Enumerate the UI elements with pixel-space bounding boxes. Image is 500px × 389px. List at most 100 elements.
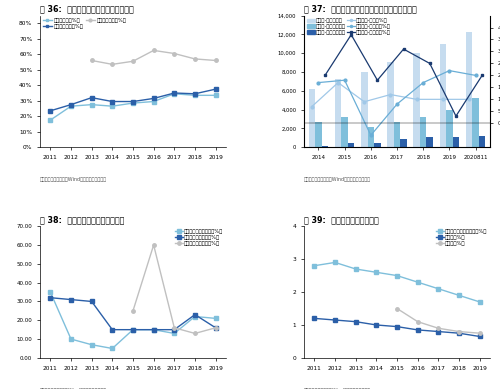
Bar <box>368 126 374 147</box>
绝味食品总资产周转率（%） <box>476 300 482 304</box>
Text: 图 37:  绝味展店平稳、煌上煌加速、周黑鸭重启: 图 37: 绝味展店平稳、煌上煌加速、周黑鸭重启 <box>304 4 417 13</box>
Line: 煌上煌（%）: 煌上煌（%） <box>312 317 482 338</box>
绝味食品总资产周转率（%） <box>374 270 380 275</box>
绝味毛利率（%） <box>172 91 177 96</box>
绝味毛利率（%） <box>150 99 156 104</box>
Bar <box>394 122 400 147</box>
门店增速-周黑鸭（%） <box>453 114 459 118</box>
周黑鸭资产负债率（%） <box>172 326 177 330</box>
绝味食品资产负债率（%） <box>212 316 218 321</box>
Bar <box>342 117 348 147</box>
煌上煌（%） <box>352 319 358 324</box>
门店增速-煌上煌（%） <box>368 133 374 138</box>
Bar <box>452 137 459 147</box>
Bar <box>426 137 433 147</box>
绝味食品资产负债率（%） <box>192 314 198 319</box>
Bar <box>466 33 472 147</box>
煌上煌资产负债率（%） <box>212 326 218 330</box>
门店增速-煌上煌（%） <box>342 78 347 82</box>
周黑鸭资产负债率（%） <box>150 243 156 247</box>
门店增速-周黑鸭（%） <box>374 78 380 82</box>
绝味食品总资产周转率（%） <box>394 273 400 278</box>
绝味毛利率（%） <box>88 102 94 107</box>
Line: 周黑鸭资产负债率（%）: 周黑鸭资产负债率（%） <box>131 243 218 335</box>
煌上煌资产负债率（%） <box>192 312 198 317</box>
Text: 数据来源：公司公告，Wind，国泰君安证券研究: 数据来源：公司公告，Wind，国泰君安证券研究 <box>304 177 371 182</box>
门店增速-绝味（%） <box>466 97 472 102</box>
煌上煌资产负债率（%） <box>68 297 74 302</box>
绝味食品总资产周转率（%） <box>456 293 462 298</box>
Text: 图 39:  绝味的资产周转率更高: 图 39: 绝味的资产周转率更高 <box>304 215 379 224</box>
绝味食品资产负债率（%） <box>150 327 156 332</box>
门店增速-绝味（%） <box>309 104 315 109</box>
绝味毛利率（%） <box>192 93 198 98</box>
Bar <box>472 98 479 147</box>
周黑鸭毛利率（%） <box>150 48 156 53</box>
煌上煌毛利率（%） <box>88 95 94 100</box>
煌上煌毛利率（%） <box>172 91 177 95</box>
Legend: 绝味食品总资产周转率（%）, 煌上煌（%）, 煌上煌（%）: 绝味食品总资产周转率（%）, 煌上煌（%）, 煌上煌（%） <box>436 229 488 246</box>
绝味食品总资产周转率（%） <box>312 263 318 268</box>
Line: 门店增速-绝味（%）: 门店增速-绝味（%） <box>310 81 470 108</box>
煌上煌（%） <box>476 331 482 336</box>
绝味毛利率（%） <box>110 104 116 109</box>
煌上煌毛利率（%） <box>110 99 116 104</box>
煌上煌（%） <box>436 326 442 331</box>
煌上煌（%） <box>394 306 400 311</box>
Line: 门店增速-煌上煌（%）: 门店增速-煌上煌（%） <box>317 69 477 137</box>
Bar <box>479 136 486 147</box>
绝味毛利率（%） <box>48 118 54 123</box>
门店增速-煌上煌（%） <box>316 80 322 85</box>
门店增速-周黑鸭（%） <box>479 73 485 78</box>
周黑鸭毛利率（%） <box>172 51 177 56</box>
Bar <box>420 117 426 147</box>
煌上煌资产负债率（%） <box>172 327 177 332</box>
煌上煌毛利率（%） <box>212 87 218 91</box>
煌上煌（%） <box>374 322 380 327</box>
Text: 数据来源：公司公告，Wind，国泰君安证券研究: 数据来源：公司公告，Wind，国泰君安证券研究 <box>40 177 107 182</box>
门店增速-周黑鸭（%） <box>348 32 354 37</box>
煌上煌（%） <box>436 329 442 334</box>
绝味毛利率（%） <box>130 101 136 105</box>
门店增速-煌上煌（%） <box>394 102 400 107</box>
门店增速-煌上煌（%） <box>420 80 426 85</box>
周黑鸭资产负债率（%） <box>130 308 136 313</box>
煌上煌（%） <box>414 319 420 324</box>
Text: 数据来源：公司公告，Wind，国泰君安证券研究: 数据来源：公司公告，Wind，国泰君安证券研究 <box>40 388 107 389</box>
Line: 周黑鸭毛利率（%）: 周黑鸭毛利率（%） <box>90 49 218 66</box>
煌上煌资产负债率（%） <box>110 327 116 332</box>
周黑鸭毛利率（%） <box>110 62 116 67</box>
煌上煌资产负债率（%） <box>130 327 136 332</box>
煌上煌毛利率（%） <box>150 96 156 101</box>
门店增速-周黑鸭（%） <box>427 61 433 66</box>
Bar <box>308 89 315 147</box>
煌上煌毛利率（%） <box>130 99 136 104</box>
周黑鸭资产负债率（%） <box>192 331 198 336</box>
煌上煌资产负债率（%） <box>48 295 54 300</box>
Bar <box>322 146 328 147</box>
绝味食品总资产周转率（%） <box>352 267 358 272</box>
Line: 煌上煌资产负债率（%）: 煌上煌资产负债率（%） <box>48 296 217 331</box>
门店增速-绝味（%） <box>335 80 341 85</box>
绝味食品总资产周转率（%） <box>436 286 442 291</box>
煌上煌（%） <box>312 316 318 321</box>
门店增速-煌上煌（%） <box>446 68 452 73</box>
Line: 门店增速-周黑鸭（%）: 门店增速-周黑鸭（%） <box>324 33 484 117</box>
Bar <box>315 122 322 147</box>
绝味食品总资产周转率（%） <box>414 280 420 284</box>
煌上煌毛利率（%） <box>48 109 54 113</box>
Legend: 绝味食品资产负债率（%）, 煌上煌资产负债率（%）, 周黑鸭资产负债率（%）: 绝味食品资产负债率（%）, 煌上煌资产负债率（%）, 周黑鸭资产负债率（%） <box>175 229 224 246</box>
Text: 图 36:  周黑鸭毛利率高于绝味、煌上煌: 图 36: 周黑鸭毛利率高于绝味、煌上煌 <box>40 4 134 13</box>
Bar <box>335 79 342 147</box>
煌上煌（%） <box>456 331 462 336</box>
周黑鸭毛利率（%） <box>130 59 136 63</box>
Bar <box>387 61 394 147</box>
门店增速-周黑鸭（%） <box>322 73 328 78</box>
Line: 绝味毛利率（%）: 绝味毛利率（%） <box>48 92 217 122</box>
绝味食品资产负债率（%） <box>172 331 177 336</box>
门店增速-绝味（%） <box>362 100 368 104</box>
周黑鸭毛利率（%） <box>212 58 218 63</box>
门店增速-绝味（%） <box>388 92 394 97</box>
Line: 绝味食品资产负债率（%）: 绝味食品资产负债率（%） <box>48 290 217 350</box>
Bar <box>400 139 407 147</box>
